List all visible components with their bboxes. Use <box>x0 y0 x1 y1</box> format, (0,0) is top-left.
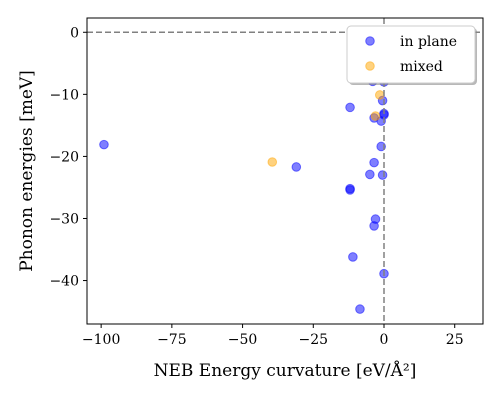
x-tick-label: 0 <box>380 332 389 348</box>
data-points <box>99 67 389 314</box>
legend-label: mixed <box>400 59 443 75</box>
x-tick-label: −100 <box>82 332 120 348</box>
legend-label: in plane <box>400 34 457 50</box>
data-point-in-plane <box>348 252 358 262</box>
data-point-in-plane <box>365 169 375 180</box>
data-point-in-plane <box>355 304 365 314</box>
y-tick-label: 0 <box>70 25 79 41</box>
legend: in plane mixed <box>346 25 477 85</box>
x-axis-ticks: −100 −75 −50 −25 0 25 <box>82 324 464 348</box>
x-axis-label: NEB Energy curvature [eV/Å²] <box>154 360 417 381</box>
x-tick-label: 25 <box>446 332 464 348</box>
data-point-mixed <box>374 90 385 100</box>
x-tick-label: −75 <box>157 332 187 348</box>
y-tick-label: −10 <box>49 87 79 103</box>
legend-marker <box>365 36 375 46</box>
data-point-in-plane <box>99 139 109 150</box>
data-point-in-plane <box>377 170 388 180</box>
x-tick-label: −25 <box>299 332 329 348</box>
data-point-mixed <box>370 111 381 121</box>
y-axis-label: Phonon energies [meV] <box>17 70 37 272</box>
data-point-in-plane <box>369 221 379 231</box>
data-point-in-plane <box>345 102 355 113</box>
legend-marker <box>365 61 375 71</box>
y-tick-label: −40 <box>49 274 79 290</box>
y-axis-ticks: 0 −10 −20 −30 −40 <box>49 25 87 290</box>
plot-frame <box>86 17 484 325</box>
data-point-in-plane <box>291 162 302 172</box>
y-tick-label: −20 <box>49 149 79 165</box>
data-point-in-plane <box>345 185 355 195</box>
y-tick-label: −30 <box>49 211 79 227</box>
legend-box <box>346 25 476 84</box>
data-point-in-plane <box>369 157 379 168</box>
x-tick-label: −50 <box>228 332 258 348</box>
data-point-mixed <box>267 157 278 167</box>
